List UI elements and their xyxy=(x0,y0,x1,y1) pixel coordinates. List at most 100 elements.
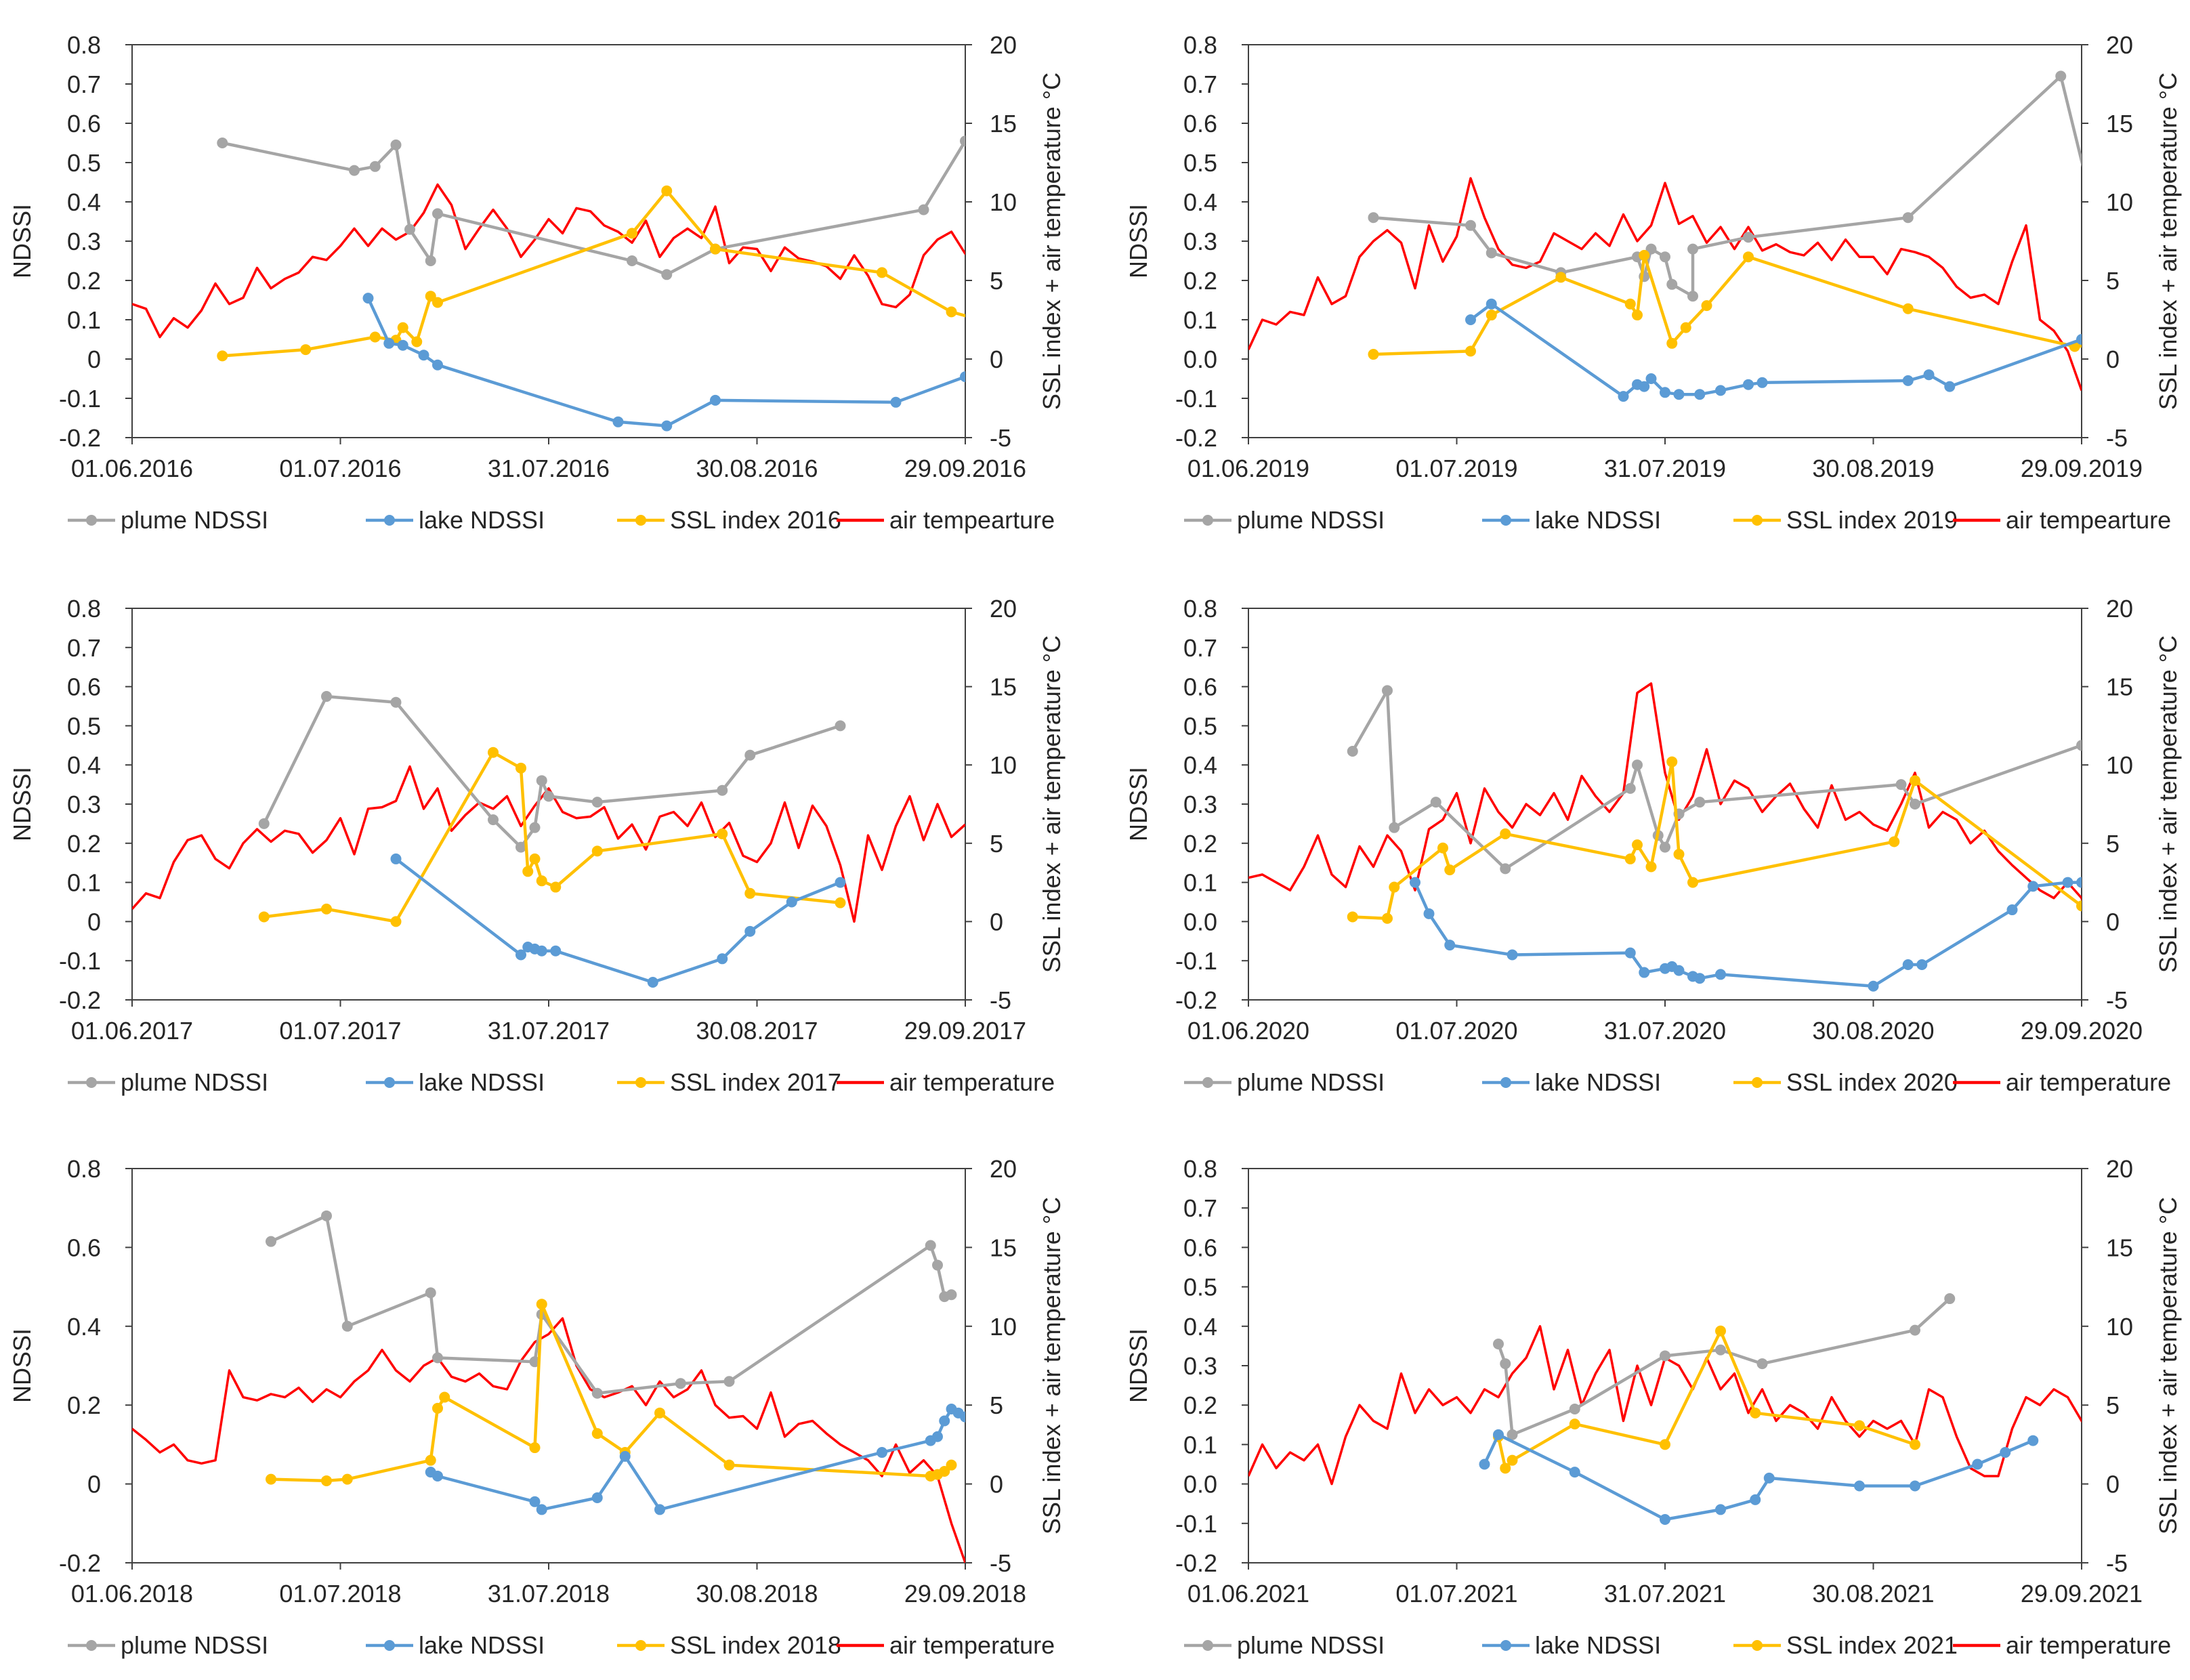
x-tick-label: 30.08.2018 xyxy=(696,1580,818,1608)
data-point-ssl-index-2020 xyxy=(1437,842,1448,854)
data-point-lake-ndssi xyxy=(1493,1429,1504,1440)
series-group xyxy=(132,691,965,988)
y2-tick-label: 15 xyxy=(2106,1234,2133,1261)
data-point-lake-ndssi xyxy=(647,976,658,988)
y-axis-title: NDSSI xyxy=(8,767,36,841)
y-axis-title: NDSSI xyxy=(8,204,36,278)
legend-item: plume NDSSI xyxy=(68,506,268,534)
y2-tick-label: 5 xyxy=(990,830,1003,858)
data-point-lake-ndssi xyxy=(1902,959,1914,970)
data-point-ssl-index-2020 xyxy=(1645,861,1657,873)
y-tick-label: 0.0 xyxy=(1183,345,1217,373)
data-point-plume-ndssi xyxy=(1660,841,1670,853)
data-point-lake-ndssi xyxy=(2027,881,2039,892)
data-point-plume-ndssi xyxy=(932,1259,943,1271)
x-tick-label: 01.07.2017 xyxy=(279,1017,401,1045)
data-point-ssl-index-2019 xyxy=(1639,249,1650,261)
data-point-lake-ndssi xyxy=(877,1447,887,1458)
y-tick-label: 0.5 xyxy=(67,712,101,740)
y2-tick-label: 10 xyxy=(990,751,1017,779)
y-tick-label: 0.1 xyxy=(1183,1431,1217,1458)
data-point-ssl-index-2019 xyxy=(1555,272,1567,283)
data-point-ssl-index-2018 xyxy=(529,1442,541,1454)
data-point-lake-ndssi xyxy=(932,1431,943,1442)
data-point-ssl-index-2019 xyxy=(1902,303,1914,314)
data-point-lake-ndssi xyxy=(397,339,408,351)
data-point-lake-ndssi xyxy=(362,293,374,304)
legend-label: plume NDSSI xyxy=(1237,1631,1385,1659)
data-point-plume-ndssi xyxy=(2132,185,2143,196)
series-group xyxy=(132,1210,965,1563)
y-tick-label: 0.6 xyxy=(1183,1234,1217,1261)
data-point-plume-ndssi xyxy=(369,161,381,172)
y-tick-label: 0.5 xyxy=(1183,712,1217,740)
data-point-plume-ndssi xyxy=(1389,822,1400,833)
data-point-plume-ndssi xyxy=(1910,799,1920,810)
data-point-lake-ndssi xyxy=(1756,377,1768,388)
y-tick-label: 0.1 xyxy=(1183,306,1217,334)
y-tick-label: 0.5 xyxy=(1183,1274,1217,1301)
data-point-lake-ndssi xyxy=(432,1470,443,1482)
data-point-lake-ndssi xyxy=(1944,381,1956,392)
series-group xyxy=(1248,682,2082,992)
y2-tick-label: 5 xyxy=(990,267,1003,295)
y-tick-label: 0.5 xyxy=(1183,149,1217,177)
data-point-ssl-index-2017 xyxy=(488,747,499,758)
data-point-ssl-index-2020 xyxy=(1889,836,1900,847)
data-point-plume-ndssi xyxy=(404,224,415,235)
data-point-plume-ndssi xyxy=(2076,740,2082,751)
data-point-ssl-index-2020 xyxy=(1444,864,1456,876)
data-point-lake-ndssi xyxy=(1410,877,1420,888)
data-point-lake-ndssi xyxy=(2062,877,2073,888)
data-point-ssl-index-2019 xyxy=(1368,349,1379,360)
data-point-lake-ndssi xyxy=(654,1504,665,1515)
y2-tick-label: 10 xyxy=(990,1313,1017,1341)
legend-label: lake NDSSI xyxy=(419,1068,545,1096)
data-point-plume-ndssi xyxy=(1660,1350,1670,1362)
x-tick-label: 31.07.2018 xyxy=(488,1580,610,1608)
y-axis-title: NDSSI xyxy=(1124,1328,1152,1403)
series-group xyxy=(1248,1293,2082,1525)
y2-axis-title: SSL index + air temperature °C xyxy=(1038,72,1066,410)
data-point-ssl-index-2019 xyxy=(1486,310,1497,321)
data-point-ssl-index-2021 xyxy=(1569,1419,1580,1430)
data-point-ssl-index-2020 xyxy=(1673,848,1685,860)
data-point-lake-ndssi xyxy=(939,1415,950,1427)
data-point-lake-ndssi xyxy=(529,1496,541,1507)
data-point-plume-ndssi xyxy=(1944,1293,1956,1305)
y2-tick-label: 0 xyxy=(2106,908,2120,936)
y-tick-label: 0.5 xyxy=(67,149,101,177)
legend-swatch-marker xyxy=(1202,1077,1213,1088)
legend-swatch-marker xyxy=(384,515,395,526)
data-point-ssl-index-2017 xyxy=(717,828,728,839)
y2-tick-label: 20 xyxy=(990,1155,1017,1183)
y-tick-label: 0.2 xyxy=(1183,1391,1217,1419)
y2-tick-label: 15 xyxy=(2106,110,2133,138)
data-point-ssl-index-2019 xyxy=(1632,310,1643,321)
y-tick-label: -0.1 xyxy=(59,947,101,975)
data-point-plume-ndssi xyxy=(591,1387,603,1399)
legend-label: SSL index 2017 xyxy=(670,1068,841,1096)
data-point-lake-ndssi xyxy=(515,949,526,961)
y2-tick-label: 5 xyxy=(2106,1391,2120,1419)
y-tick-label: 0.8 xyxy=(1183,31,1217,59)
x-tick-label: 29.09.2016 xyxy=(904,455,1026,482)
data-point-lake-ndssi xyxy=(960,1411,965,1423)
x-tick-label: 01.07.2021 xyxy=(1395,1580,1517,1608)
legend-item: lake NDSSI xyxy=(366,1068,545,1096)
data-point-plume-ndssi xyxy=(1368,212,1379,224)
y-tick-label: 0.2 xyxy=(1183,830,1217,858)
x-tick-label: 01.06.2018 xyxy=(71,1580,193,1608)
data-point-ssl-index-2016 xyxy=(627,228,637,239)
x-tick-label: 29.09.2020 xyxy=(2021,1017,2143,1045)
data-point-lake-ndssi xyxy=(550,945,562,957)
y-tick-label: 0.0 xyxy=(1183,908,1217,936)
legend-label: SSL index 2019 xyxy=(1786,506,1958,534)
data-point-lake-ndssi xyxy=(2027,1435,2039,1446)
x-tick-label: 01.07.2020 xyxy=(1395,1017,1517,1045)
legend-swatch-marker xyxy=(635,1077,646,1088)
legend-swatch-marker xyxy=(1202,1640,1213,1651)
data-point-ssl-index-2018 xyxy=(939,1465,950,1477)
legend-item: air tempearture xyxy=(1953,506,2171,534)
